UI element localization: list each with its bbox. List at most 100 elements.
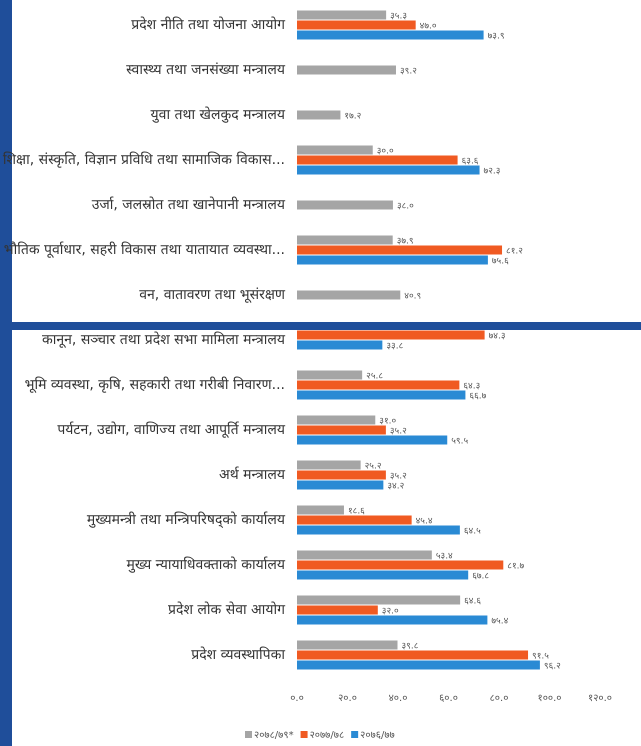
- bar: [297, 650, 529, 660]
- category-label: वन, वातावरण तथा भूसंरक्षण: [139, 287, 286, 303]
- bar: [297, 10, 387, 20]
- x-tick-label: ०.०: [290, 693, 304, 704]
- bar: [297, 505, 344, 515]
- category-label: स्वास्थ्य तथा जनसंख्या मन्त्रालय: [126, 62, 286, 78]
- value-label: ७५.६: [492, 257, 509, 267]
- bar: [297, 615, 488, 625]
- value-label: १७.२: [344, 112, 361, 122]
- bar: [297, 470, 386, 480]
- x-tick-label: ४०.०: [389, 693, 408, 704]
- category-label: उर्जा, जलस्रोत तथा खानेपानी मन्त्रालय: [92, 196, 286, 213]
- bar: [297, 65, 396, 75]
- category-label: युवा तथा खेलकुद मन्त्रालय: [151, 106, 286, 123]
- bar: [297, 390, 466, 400]
- bar: [297, 605, 378, 615]
- legend-label: २०७७/७८: [310, 730, 345, 741]
- divider-band: [0, 322, 641, 330]
- x-tick-label: ८०.०: [490, 693, 509, 704]
- bar: [297, 480, 384, 490]
- bar: [297, 570, 469, 580]
- legend-label: २०७६/७७: [360, 730, 395, 741]
- category-label: पर्यटन, उद्योग, वाणिज्य तथा आपूर्ति मन्त…: [57, 421, 286, 438]
- value-label: ३१.०: [379, 417, 396, 427]
- value-label: २५.८: [366, 372, 383, 382]
- bar: [297, 145, 373, 155]
- value-label: ४५.४: [416, 517, 433, 527]
- value-label: ५३.४: [436, 552, 453, 562]
- legend-swatch: [351, 731, 359, 738]
- value-label: ३८.०: [397, 202, 414, 212]
- bar: [297, 380, 460, 390]
- value-label: ९१.५: [532, 652, 549, 662]
- legend-label: २०७८/७९*: [254, 730, 294, 741]
- bar: [297, 255, 488, 265]
- category-label: कानून, सञ्चार तथा प्रदेश सभा मामिला मन्त…: [42, 331, 286, 348]
- value-label: ३५.३: [390, 12, 407, 22]
- value-label: ६४.६: [464, 597, 481, 607]
- value-label: ६७.८: [472, 572, 489, 582]
- value-label: ३५.२: [390, 472, 407, 482]
- value-label: ७२.३: [484, 167, 501, 177]
- value-label: ४०.९: [404, 292, 421, 302]
- left-band: [0, 0, 12, 746]
- value-label: ६३.६: [462, 157, 479, 167]
- value-label: ४७.०: [420, 22, 437, 32]
- x-tick-label: २०.०: [338, 693, 357, 704]
- bar: [297, 660, 540, 670]
- category-label: शिक्षा, संस्कृति, विज्ञान प्रविधि तथा सा…: [3, 151, 285, 168]
- x-tick-label: १२०.०: [588, 693, 612, 704]
- bar: [297, 330, 485, 340]
- bar: [297, 435, 448, 445]
- bar: [297, 165, 480, 175]
- bar: [297, 245, 503, 255]
- value-label: ३९.८: [401, 642, 418, 652]
- value-label: ६४.३: [463, 382, 480, 392]
- category-label: प्रदेश नीति तथा योजना आयोग: [131, 16, 286, 33]
- value-label: ९६.२: [544, 662, 561, 672]
- bar: [297, 415, 376, 425]
- value-label: ७३.९: [488, 32, 505, 42]
- category-label: मुख्य न्यायाधिवक्ताको कार्यालय: [127, 556, 286, 573]
- value-label: ३५.२: [390, 427, 407, 437]
- value-label: ६४.५: [464, 527, 481, 537]
- category-label: प्रदेश व्यवस्थापिका: [191, 646, 285, 663]
- value-label: ७४.३: [489, 332, 506, 342]
- bar: [297, 200, 393, 210]
- legend-swatch: [300, 731, 308, 738]
- bar: [297, 110, 341, 120]
- value-label: २५.२: [365, 462, 382, 472]
- value-label: ३०.०: [377, 147, 394, 157]
- value-label: ५९.५: [451, 437, 468, 447]
- x-tick-label: १००.०: [538, 693, 562, 704]
- category-label: भूमि व्यवस्था, कृषि, सहकारी तथा गरीबी नि…: [25, 376, 285, 393]
- category-label: मुख्यमन्त्री तथा मन्त्रिपरिषद्को कार्याल…: [87, 511, 286, 529]
- bar: [297, 235, 393, 245]
- bar: [297, 425, 386, 435]
- bar: [297, 155, 458, 165]
- value-label: ८१.७: [507, 562, 524, 572]
- bar: [297, 560, 504, 570]
- bar: [297, 550, 432, 560]
- value-label: ३३.८: [386, 342, 403, 352]
- bar: [297, 340, 383, 350]
- legend-swatch: [245, 731, 252, 738]
- bar: [297, 640, 398, 650]
- value-label: ६६.७: [469, 392, 486, 402]
- bar: [297, 525, 460, 535]
- bar: [297, 460, 361, 470]
- value-label: १८.६: [348, 507, 365, 517]
- value-label: ८१.२: [506, 247, 523, 257]
- category-label: प्रदेश लोक सेवा आयोग: [168, 601, 286, 618]
- bar: [297, 370, 363, 380]
- bar: [297, 595, 461, 605]
- bar: [297, 30, 484, 40]
- value-label: ३२.०: [382, 607, 399, 617]
- x-tick-label: ६०.०: [439, 693, 458, 704]
- value-label: ३७.९: [397, 237, 414, 247]
- bar: [297, 515, 412, 525]
- bar: [297, 290, 401, 300]
- value-label: ७५.४: [491, 617, 508, 627]
- bar: [297, 20, 416, 30]
